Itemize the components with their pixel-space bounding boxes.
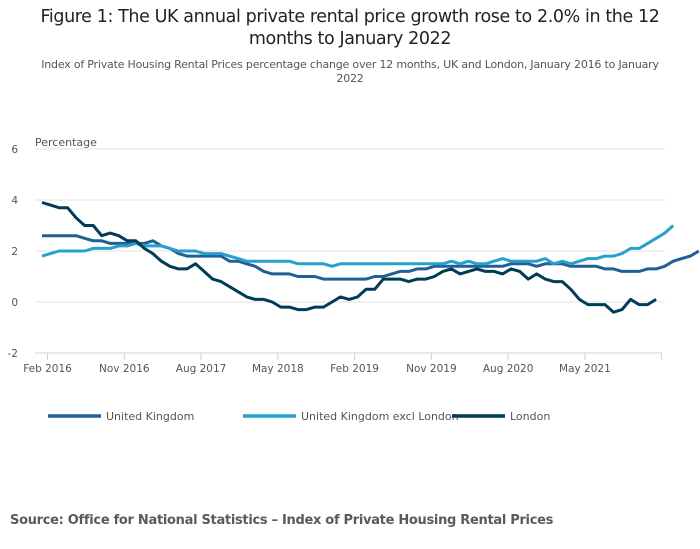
line-chart: -2 0 2 4 6 Percentage Feb 2016 Nov 2016 Aug 20… — [8, 136, 700, 423]
legend-label: United Kingdom — [106, 410, 194, 423]
y-tick-label: -2 — [8, 348, 18, 360]
x-tick-label: Feb 2016 — [23, 363, 72, 375]
legend-item[interactable]: United Kingdom — [48, 410, 194, 423]
x-tick-label: May 2021 — [559, 363, 611, 375]
x-tick-label: May 2018 — [252, 363, 304, 375]
series-line-united-kingdom — [42, 234, 700, 281]
gridlines — [35, 148, 665, 303]
source-note: Source: Office for National Statistics –… — [10, 513, 554, 528]
y-axis-label: Percentage — [35, 136, 97, 149]
x-tick-label: Nov 2019 — [406, 363, 457, 375]
legend-item[interactable]: United Kingdom excl London — [243, 410, 459, 423]
y-tick-label: 0 — [11, 297, 18, 309]
chart-title-text: Figure 1: The UK annual private rental p… — [40, 7, 660, 49]
y-tick-label: 2 — [11, 246, 18, 258]
x-tick-label: Aug 2017 — [176, 363, 227, 375]
x-tick-label: Feb 2019 — [330, 363, 379, 375]
legend-label: United Kingdom excl London — [301, 410, 459, 423]
series-line-london — [41, 201, 657, 314]
y-axis-ticks: -2 0 2 4 6 — [8, 144, 19, 360]
x-axis: Feb 2016 Nov 2016 Aug 2017 May 2018 Feb 2019… — [23, 352, 663, 375]
x-tick-label: Aug 2020 — [483, 363, 534, 375]
series-lines — [41, 201, 700, 314]
legend-item[interactable]: London — [452, 410, 550, 423]
y-tick-label: 4 — [11, 195, 18, 207]
legend-label: London — [510, 410, 550, 423]
chart-subtitle: Index of Private Housing Rental Prices p… — [41, 58, 659, 85]
x-tick-label: Nov 2016 — [99, 363, 150, 375]
series-line-united-kingdom-excl-london — [41, 224, 675, 268]
y-tick-label: 6 — [11, 144, 18, 156]
chart-title: Figure 1: The UK annual private rental p… — [0, 6, 700, 50]
legend: United Kingdom United Kingdom excl London… — [48, 410, 550, 423]
